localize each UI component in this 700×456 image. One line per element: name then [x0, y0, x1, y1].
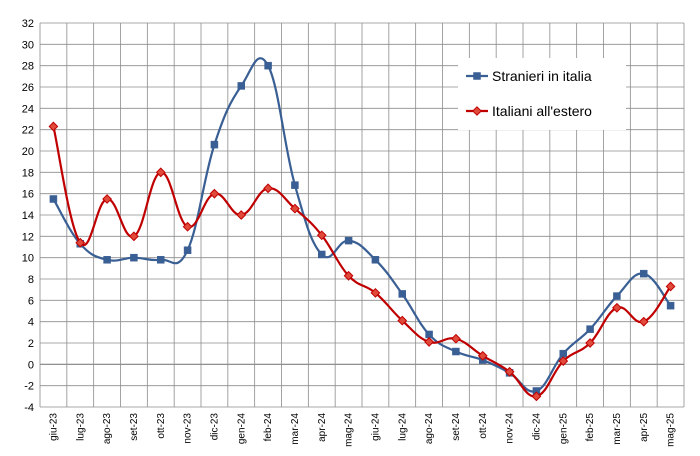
data-point-stranieri: [183, 246, 192, 254]
data-point-italiani: [531, 391, 542, 402]
x-tick-label: ott-24: [478, 413, 489, 439]
x-tick-label: mag-24: [344, 413, 355, 447]
legend-marker-italiani: [472, 106, 482, 116]
x-tick-label: gen-24: [236, 413, 247, 445]
y-tick-label: 2: [28, 338, 34, 350]
data-point-italiani: [102, 194, 112, 204]
data-point-stranieri: [666, 301, 675, 310]
x-tick-label: apr-25: [639, 413, 650, 442]
data-point-stranieri: [210, 140, 219, 149]
y-tick-label: 18: [22, 167, 34, 179]
data-point-italiani: [397, 315, 408, 326]
x-tick-label: mag-25: [666, 413, 677, 447]
data-point-italiani: [129, 231, 139, 242]
x-tick-label: set-24: [451, 413, 462, 441]
data-point-stranieri: [264, 61, 272, 70]
data-point-stranieri: [452, 347, 460, 356]
data-point-stranieri: [613, 292, 621, 300]
data-point-stranieri: [49, 195, 58, 203]
data-point-italiani: [236, 210, 247, 220]
legend-marker-stranieri: [473, 72, 481, 80]
data-point-italiani: [665, 281, 676, 292]
x-tick-label: mar-25: [612, 413, 623, 445]
data-point-italiani: [263, 183, 273, 194]
x-tick-label: lug-24: [397, 413, 408, 441]
data-point-italiani: [504, 366, 515, 377]
data-point-italiani: [343, 270, 354, 281]
data-point-stranieri: [318, 250, 326, 259]
data-point-stranieri: [371, 256, 380, 264]
x-tick-label: nov-23: [183, 413, 194, 444]
data-point-italiani: [558, 356, 569, 367]
x-tick-label: ago-24: [424, 413, 435, 445]
data-series: [48, 57, 676, 402]
data-point-stranieri: [157, 256, 165, 264]
data-point-italiani: [75, 237, 86, 248]
x-tick-label: apr-24: [317, 413, 328, 442]
data-point-italiani: [290, 203, 300, 214]
y-tick-label: 28: [22, 61, 34, 73]
data-point-italiani: [612, 302, 622, 313]
data-point-italiani: [155, 167, 166, 178]
data-point-italiani: [48, 121, 59, 132]
data-point-italiani: [451, 333, 461, 344]
data-point-italiani: [182, 221, 193, 232]
y-tick-label: 32: [22, 18, 34, 30]
x-tick-label: giu-23: [48, 413, 59, 441]
data-point-italiani: [370, 287, 381, 298]
data-point-stranieri: [559, 349, 567, 358]
y-tick-label: 12: [22, 231, 34, 243]
y-tick-label: 8: [28, 274, 34, 286]
data-point-italiani: [209, 188, 220, 199]
y-tick-label: 14: [22, 210, 34, 222]
data-point-italiani: [585, 338, 595, 348]
data-point-italiani: [477, 350, 488, 361]
y-tick-label: 16: [22, 189, 34, 201]
data-point-stranieri: [586, 325, 594, 333]
legend-box: [458, 58, 626, 130]
y-tick-label: 24: [22, 103, 34, 115]
y-tick-label: 6: [28, 295, 34, 307]
data-point-stranieri: [640, 269, 648, 278]
y-tick-label: 0: [28, 359, 34, 371]
legend-label-stranieri: Stranieri in italia: [492, 68, 592, 84]
y-tick-label: 10: [22, 253, 34, 265]
x-tick-label: gen-25: [558, 413, 569, 445]
y-tick-label: -2: [24, 381, 34, 393]
y-tick-label: 30: [22, 39, 34, 51]
x-tick-label: dic-24: [531, 413, 542, 441]
y-tick-label: 26: [22, 82, 34, 94]
x-tick-label: set-23: [129, 413, 140, 441]
data-point-stranieri: [103, 256, 111, 264]
data-point-stranieri: [237, 82, 245, 90]
x-tick-label: ott-23: [156, 413, 167, 439]
x-tick-label: giu-24: [370, 413, 381, 441]
y-tick-label: -4: [24, 402, 34, 414]
data-point-stranieri: [398, 290, 406, 298]
x-tick-label: feb-24: [263, 413, 274, 442]
x-axis-ticks: giu-23 lug-23 ago-23 set-23 ott-23 nov-23 dic-…: [48, 413, 676, 447]
data-point-italiani: [316, 230, 327, 241]
y-tick-label: 4: [28, 317, 34, 329]
x-tick-label: mar-24: [290, 413, 301, 445]
legend: Stranieri in italia Italiani all'estero: [458, 58, 626, 130]
series-italiani: [48, 121, 676, 402]
x-tick-label: lug-23: [75, 413, 86, 441]
data-point-stranieri: [291, 181, 299, 189]
data-point-italiani: [424, 337, 434, 347]
x-tick-label: ago-23: [102, 413, 113, 445]
y-tick-label: 20: [22, 146, 34, 158]
data-point-italiani: [638, 316, 649, 327]
x-tick-label: nov-24: [505, 413, 516, 444]
legend-label-italiani: Italiani all'estero: [492, 103, 592, 119]
x-tick-label: dic-23: [209, 413, 220, 441]
y-tick-label: 22: [22, 125, 34, 137]
data-point-stranieri: [130, 253, 138, 262]
data-point-stranieri: [425, 330, 433, 339]
data-point-stranieri: [344, 236, 353, 245]
x-tick-label: feb-25: [585, 413, 596, 442]
